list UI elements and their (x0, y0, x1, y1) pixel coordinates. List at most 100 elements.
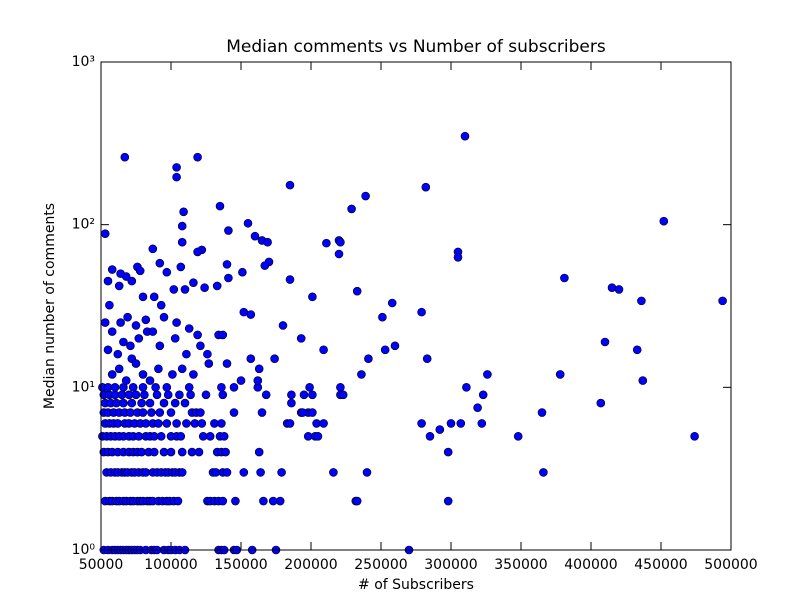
point (120, 152, 130, 162)
point (222, 468, 232, 477)
point (446, 419, 456, 428)
point (180, 398, 190, 408)
point (229, 408, 239, 417)
point (149, 447, 159, 457)
point (425, 432, 435, 441)
point (166, 447, 176, 457)
point (218, 390, 228, 400)
point (250, 231, 260, 241)
point (390, 341, 400, 351)
point (362, 468, 372, 477)
point (263, 237, 272, 247)
point (177, 237, 187, 247)
point (114, 281, 124, 291)
point (121, 376, 131, 385)
point (477, 419, 487, 428)
point (179, 207, 188, 217)
point (287, 390, 296, 400)
point (718, 296, 727, 306)
point (352, 286, 362, 296)
point (156, 432, 166, 441)
point (138, 383, 148, 392)
point (334, 249, 344, 259)
point (224, 273, 233, 283)
point (596, 398, 606, 408)
point (176, 432, 186, 441)
point (138, 408, 148, 417)
point (119, 398, 128, 408)
point (151, 383, 160, 392)
point (217, 383, 226, 392)
x-tick-label: 200000 (284, 557, 337, 573)
point (417, 307, 426, 317)
point (308, 292, 317, 302)
point (347, 204, 356, 214)
point (478, 390, 488, 400)
point (260, 261, 270, 270)
point (253, 376, 263, 385)
point (257, 408, 267, 417)
point (184, 383, 194, 392)
point (659, 216, 669, 226)
point (222, 260, 232, 269)
point (194, 447, 204, 457)
point (299, 390, 309, 400)
point (177, 221, 187, 231)
point (417, 419, 426, 428)
point (170, 334, 180, 343)
point (162, 383, 172, 392)
point (219, 432, 229, 441)
x-axis-label: # of Subscribers (358, 577, 474, 593)
point (189, 370, 198, 379)
point (162, 267, 172, 277)
point (361, 191, 370, 201)
point (218, 496, 228, 506)
point (435, 425, 445, 434)
point (600, 337, 610, 347)
point (103, 276, 113, 286)
point (107, 265, 117, 274)
point (196, 408, 205, 417)
point (313, 432, 323, 441)
point (200, 283, 209, 292)
point (141, 315, 151, 325)
x-tick-label: 250000 (354, 557, 407, 573)
point (261, 390, 271, 400)
point (607, 283, 617, 292)
point (231, 496, 240, 506)
point (270, 354, 279, 363)
point (201, 390, 211, 400)
point (197, 419, 207, 428)
point (116, 318, 125, 327)
point (110, 383, 120, 392)
point (539, 468, 548, 477)
point (473, 403, 482, 412)
point (172, 318, 181, 327)
point (159, 312, 169, 322)
point (127, 276, 137, 286)
point (205, 432, 215, 441)
point (203, 349, 212, 359)
point (105, 300, 114, 310)
point (113, 349, 123, 359)
point (422, 354, 432, 363)
x-tick-label: 150000 (214, 557, 267, 573)
x-tick-label: 400000 (564, 557, 617, 573)
point (149, 292, 159, 302)
point (103, 345, 113, 355)
point (305, 383, 314, 392)
point (137, 398, 146, 408)
point (215, 201, 225, 211)
point (338, 390, 348, 400)
point (193, 330, 202, 340)
point (180, 285, 190, 294)
point (555, 370, 565, 379)
point (162, 419, 172, 428)
point (329, 468, 338, 477)
point (254, 447, 264, 457)
point (614, 285, 624, 294)
point (119, 337, 128, 347)
point (177, 447, 187, 457)
point (221, 447, 230, 457)
point (184, 324, 194, 333)
